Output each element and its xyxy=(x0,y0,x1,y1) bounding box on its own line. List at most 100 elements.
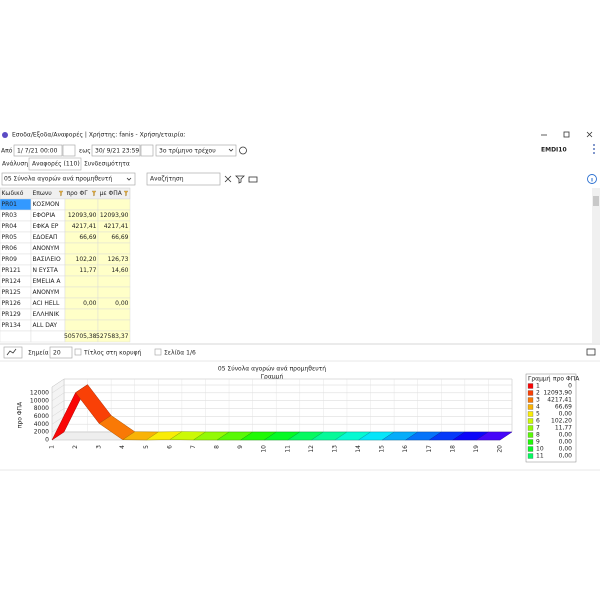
tab[interactable]: Ανάλυση xyxy=(2,161,28,168)
tab[interactable]: Συνδεσιμότητα xyxy=(84,161,130,168)
column-filter-icon[interactable] xyxy=(58,190,64,197)
to-date: 30/ 9/21 23:59 xyxy=(95,148,139,155)
page-checkbox[interactable] xyxy=(154,348,162,356)
table-cell-text: 12093,90 xyxy=(68,212,97,219)
x-tick-label: 3 xyxy=(96,445,103,449)
title-top-checkbox[interactable] xyxy=(74,348,82,356)
table-cell[interactable] xyxy=(97,319,131,332)
table-cell-text: ΚΟΣΜΟΝ xyxy=(33,201,60,208)
table-cell[interactable] xyxy=(0,330,32,343)
points-value: 20 xyxy=(53,350,61,357)
report-dropdown[interactable] xyxy=(1,172,136,186)
menu-dot[interactable] xyxy=(593,152,595,154)
legend-category: 8 xyxy=(536,432,540,439)
table-cell[interactable] xyxy=(64,286,99,299)
table-cell-text: PR05 xyxy=(2,234,18,241)
table-cell[interactable] xyxy=(64,275,99,288)
legend-swatch xyxy=(527,404,534,410)
legend-value: 0 xyxy=(568,383,572,390)
table-cell[interactable] xyxy=(64,319,99,332)
x-tick-label: 13 xyxy=(331,445,338,453)
table-cell-text: ΕΦΟΡΙΑ xyxy=(33,212,57,219)
column-filter-icon[interactable] xyxy=(91,190,97,197)
tab[interactable]: Αναφορές (110) xyxy=(32,161,80,168)
points-spin[interactable] xyxy=(49,346,73,359)
scrollbar[interactable] xyxy=(592,188,600,343)
y-tick-label: 6000 xyxy=(34,413,49,420)
from-label: Από xyxy=(1,148,13,155)
x-tick-label: 20 xyxy=(497,445,504,453)
legend-swatch xyxy=(527,432,534,438)
chart-icon xyxy=(6,348,17,356)
close-button[interactable] xyxy=(586,131,593,138)
chart-subtitle: Γραμμή xyxy=(261,374,284,381)
legend-category: 11 xyxy=(536,453,544,460)
column-header: προ ΦΓ xyxy=(67,190,89,197)
refresh-button[interactable] xyxy=(239,146,247,155)
x-tick-label: 11 xyxy=(284,445,291,453)
logo: EMDI10 xyxy=(541,147,567,154)
column-header: Επωνυ xyxy=(33,190,53,197)
chart-title: 05 Σύνολα αγορών ανά προμηθευτή xyxy=(218,366,326,373)
column-header: με ΦΠΑ xyxy=(100,190,123,197)
table-cell-text: 0,00 xyxy=(83,300,97,307)
menu-dot[interactable] xyxy=(593,148,595,150)
dropdown-caret xyxy=(228,148,234,152)
table-cell-text: PR06 xyxy=(2,245,18,252)
table-cell-text: PR04 xyxy=(2,223,18,230)
x-tick-label: 18 xyxy=(449,445,456,453)
table-cell[interactable] xyxy=(64,242,99,255)
table-cell[interactable] xyxy=(97,308,131,321)
table-cell[interactable] xyxy=(97,286,131,299)
table-cell-text: PR121 xyxy=(2,267,21,274)
from-date-box[interactable] xyxy=(13,144,63,157)
x-tick-label: 15 xyxy=(379,445,386,453)
info-button[interactable] xyxy=(587,174,597,184)
x-tick-label: 12 xyxy=(308,445,315,453)
legend-value: 4217,41 xyxy=(547,397,572,404)
to-date-box[interactable] xyxy=(91,144,141,157)
clear-button[interactable] xyxy=(224,175,232,183)
table-cell[interactable] xyxy=(97,242,131,255)
y-tick-label: 0 xyxy=(45,437,49,444)
x-tick-label: 2 xyxy=(72,445,79,449)
table-cell[interactable] xyxy=(97,198,131,211)
column-filter-icon[interactable] xyxy=(123,190,129,197)
table-cell-text: 4217,41 xyxy=(72,223,97,230)
table-cell[interactable] xyxy=(64,308,99,321)
table-cell-text: ΑΝΟΝΥΜ xyxy=(33,289,60,296)
legend-swatch xyxy=(527,383,534,389)
table-cell[interactable] xyxy=(97,330,131,343)
dropdown-caret xyxy=(126,177,132,181)
table-cell[interactable] xyxy=(64,198,99,211)
table-cell-text: PR01 xyxy=(2,201,18,208)
filter-button[interactable] xyxy=(235,175,245,184)
menu-dot[interactable] xyxy=(593,144,595,146)
legend-swatch xyxy=(527,453,534,459)
from-calendar-button[interactable] xyxy=(62,144,76,157)
table-cell[interactable] xyxy=(97,275,131,288)
x-tick-label: 8 xyxy=(214,445,221,449)
x-tick-label: 6 xyxy=(166,445,173,449)
print-button[interactable] xyxy=(248,176,258,183)
legend-category: 10 xyxy=(536,446,544,453)
table-cell-text: 4217,41 xyxy=(104,223,129,230)
chart-print-button[interactable] xyxy=(586,348,596,356)
period-dropdown[interactable] xyxy=(155,144,237,157)
legend-value: 102,20 xyxy=(551,418,572,425)
to-calendar-button[interactable] xyxy=(140,144,154,157)
table-cell-text: 12093,90 xyxy=(100,212,129,219)
legend-value: 0,00 xyxy=(559,439,573,446)
search-box[interactable] xyxy=(146,172,221,186)
legend-swatch xyxy=(527,418,534,424)
maximize-button[interactable] xyxy=(563,131,570,138)
y-tick-label: 10000 xyxy=(30,397,49,404)
table-cell[interactable] xyxy=(30,330,66,343)
legend-swatch xyxy=(527,439,534,445)
scroll-thumb[interactable] xyxy=(593,196,599,206)
legend-swatch xyxy=(527,425,534,431)
legend-value: 0,00 xyxy=(559,432,573,439)
active-tab[interactable] xyxy=(28,157,82,171)
